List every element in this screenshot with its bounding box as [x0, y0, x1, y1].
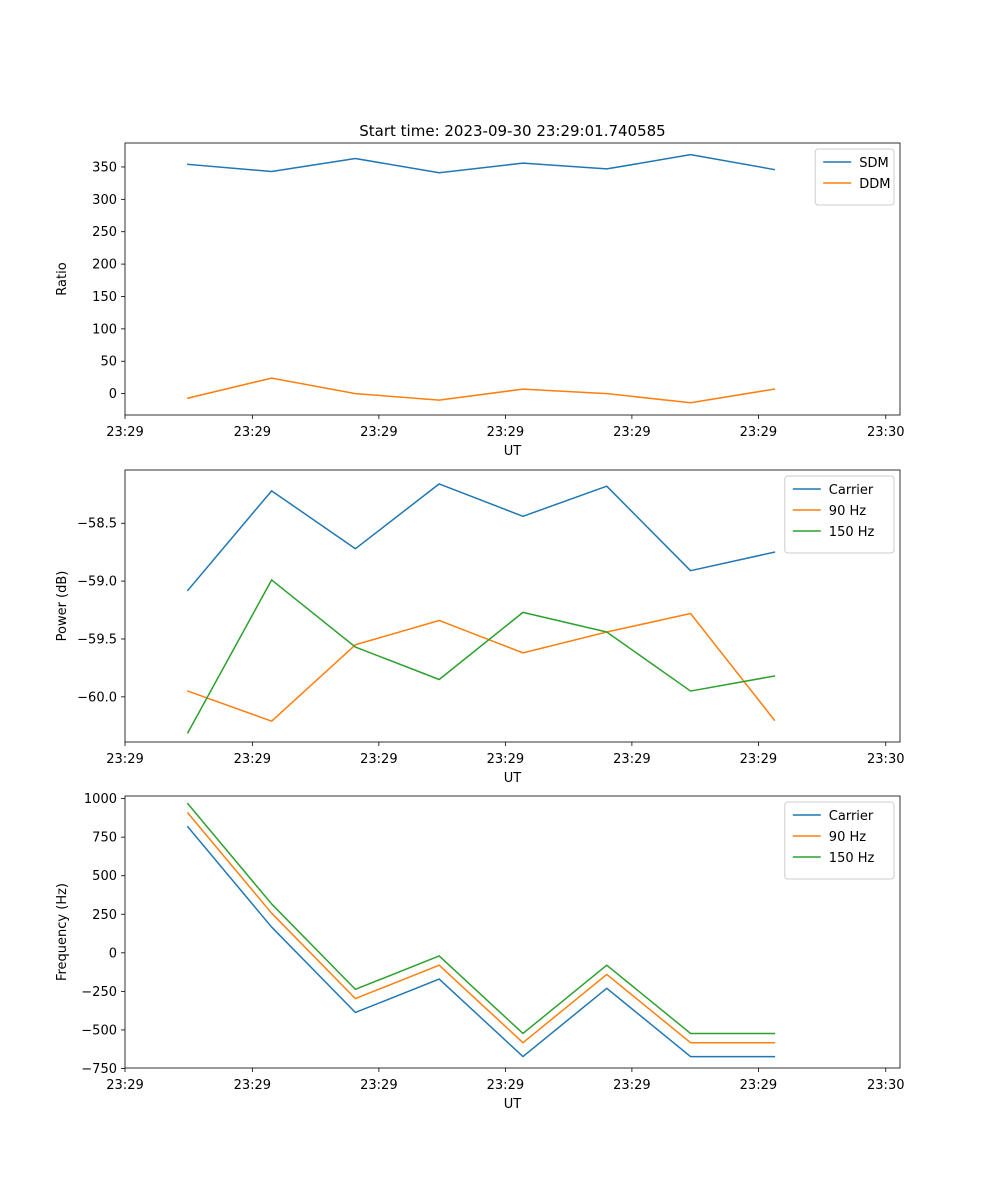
series-line-carrier: [186, 483, 776, 592]
y-tick-label: −58.5: [77, 517, 117, 532]
x-tick-label: 23:29: [360, 752, 397, 767]
x-tick-label: 23:29: [487, 752, 524, 767]
x-tick-label: 23:29: [234, 425, 271, 440]
subplot-power: 23:29 23:29 23:29 23:29 23:29 23:29 23:30 −60.0…: [55, 469, 904, 786]
series-line-150-hz: [186, 802, 776, 1035]
legend-label: Carrier: [829, 809, 874, 824]
x-tick-label: 23:29: [487, 1078, 524, 1093]
x-tick-label: 23:29: [740, 752, 777, 767]
y-axis-label: Ratio: [55, 262, 70, 295]
x-tick-label: 23:30: [867, 752, 904, 767]
x-tick-label: 23:30: [867, 1078, 904, 1093]
y-tick-label: 350: [92, 160, 117, 175]
legend-label: Carrier: [829, 483, 874, 498]
subplot-frequency: 23:29 23:29 23:29 23:29 23:29 23:29 23:30 −750 −…: [55, 792, 904, 1112]
x-tick-label: 23:29: [360, 425, 397, 440]
x-axis-label: UT: [504, 771, 522, 786]
axes-frame: [124, 142, 901, 416]
series-line-ddm: [186, 377, 776, 404]
x-tick-label: 23:29: [740, 1078, 777, 1093]
y-tick-label: −250: [81, 985, 117, 1000]
x-axis-label: UT: [504, 444, 522, 459]
y-tick-label: 150: [92, 290, 117, 305]
y-tick-label: −500: [81, 1023, 117, 1038]
axes-frame: [124, 795, 901, 1069]
legend: SDM DDM: [814, 148, 895, 206]
x-tick-label: 23:29: [106, 752, 143, 767]
chart-title: Start time: 2023-09-30 23:29:01.740585: [359, 122, 665, 140]
y-tick-label: −60.0: [77, 690, 117, 705]
subplot-ratio: 23:29 23:29 23:29 23:29 23:29 23:29 23:30 0 50 10…: [55, 142, 904, 459]
legend-box: [784, 475, 895, 554]
y-axis-label: Frequency (Hz): [55, 883, 70, 981]
x-tick-label: 23:29: [487, 425, 524, 440]
legend-box: [814, 148, 895, 206]
y-tick-label: 1000: [84, 792, 117, 807]
legend-label: DDM: [859, 177, 890, 192]
legend-label: 150 Hz: [829, 851, 875, 866]
series-line-sdm: [187, 153, 776, 174]
series-line-carrier: [186, 825, 776, 1058]
axes-frame: [124, 469, 901, 743]
legend-label: 90 Hz: [829, 830, 866, 845]
y-tick-label: 50: [100, 355, 117, 370]
y-tick-label: 300: [92, 193, 117, 208]
y-tick-label: 250: [92, 225, 117, 240]
series-line-90-hz: [186, 811, 776, 1044]
x-tick-label: 23:29: [740, 425, 777, 440]
legend: Carrier 90 Hz 150 Hz: [784, 475, 895, 554]
legend-label: SDM: [859, 156, 888, 171]
y-tick-label: −59.0: [77, 575, 117, 590]
y-tick-label: 0: [109, 387, 117, 402]
legend-box: [784, 801, 895, 880]
series-line-150-hz: [186, 579, 776, 734]
legend-label: 150 Hz: [829, 525, 875, 540]
x-tick-label: 23:29: [234, 752, 271, 767]
y-tick-label: −750: [81, 1062, 117, 1077]
x-tick-label: 23:29: [106, 1078, 143, 1093]
y-tick-label: 250: [92, 908, 117, 923]
legend: Carrier 90 Hz 150 Hz: [784, 801, 895, 880]
x-tick-label: 23:29: [234, 1078, 271, 1093]
x-tick-label: 23:29: [613, 752, 650, 767]
x-axis-label: UT: [504, 1097, 522, 1112]
y-tick-label: 750: [92, 831, 117, 846]
x-tick-label: 23:29: [360, 1078, 397, 1093]
y-tick-label: 500: [92, 869, 117, 884]
y-tick-label: 0: [109, 946, 117, 961]
y-tick-label: 100: [92, 322, 117, 337]
x-tick-label: 23:29: [613, 1078, 650, 1093]
y-tick-label: −59.5: [77, 632, 117, 647]
x-tick-label: 23:29: [613, 425, 650, 440]
series-line-90-hz: [186, 612, 776, 722]
y-axis-label: Power (dB): [55, 571, 70, 642]
legend-label: 90 Hz: [829, 504, 866, 519]
x-tick-label: 23:29: [106, 425, 143, 440]
x-tick-label: 23:30: [867, 425, 904, 440]
y-tick-label: 200: [92, 258, 117, 273]
